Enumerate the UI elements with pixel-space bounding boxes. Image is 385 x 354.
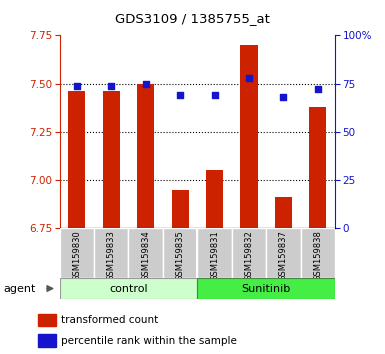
Bar bbox=[163, 228, 197, 278]
Point bbox=[142, 81, 149, 86]
Bar bbox=[266, 228, 301, 278]
Text: transformed count: transformed count bbox=[61, 315, 159, 325]
Text: percentile rank within the sample: percentile rank within the sample bbox=[61, 336, 237, 346]
Bar bbox=[197, 228, 232, 278]
Bar bbox=[103, 91, 120, 228]
Bar bbox=[60, 228, 94, 278]
Bar bbox=[232, 228, 266, 278]
Bar bbox=[309, 107, 326, 228]
Point bbox=[108, 83, 114, 88]
Text: GSM159837: GSM159837 bbox=[279, 230, 288, 281]
Bar bbox=[137, 84, 154, 228]
Text: GSM159830: GSM159830 bbox=[72, 230, 81, 281]
Bar bbox=[197, 278, 335, 299]
Point bbox=[211, 92, 218, 98]
Point bbox=[74, 83, 80, 88]
Bar bbox=[206, 170, 223, 228]
Text: GSM159835: GSM159835 bbox=[176, 230, 185, 281]
Bar bbox=[275, 198, 292, 228]
Text: GDS3109 / 1385755_at: GDS3109 / 1385755_at bbox=[115, 12, 270, 25]
Point bbox=[280, 94, 286, 100]
Point bbox=[315, 87, 321, 92]
Text: agent: agent bbox=[4, 284, 36, 293]
Point bbox=[177, 92, 183, 98]
Text: Sunitinib: Sunitinib bbox=[241, 284, 291, 293]
Text: control: control bbox=[109, 284, 148, 293]
Text: GSM159833: GSM159833 bbox=[107, 230, 116, 281]
Bar bbox=[301, 228, 335, 278]
Point bbox=[246, 75, 252, 81]
Text: GSM159832: GSM159832 bbox=[244, 230, 253, 281]
Bar bbox=[60, 278, 197, 299]
Bar bbox=[38, 314, 56, 326]
Bar bbox=[240, 45, 258, 228]
Bar bbox=[129, 228, 163, 278]
Text: GSM159831: GSM159831 bbox=[210, 230, 219, 281]
Text: GSM159838: GSM159838 bbox=[313, 230, 322, 281]
Bar bbox=[171, 190, 189, 228]
Bar bbox=[68, 91, 85, 228]
Text: GSM159834: GSM159834 bbox=[141, 230, 150, 281]
Bar bbox=[94, 228, 129, 278]
Bar bbox=[38, 334, 56, 347]
